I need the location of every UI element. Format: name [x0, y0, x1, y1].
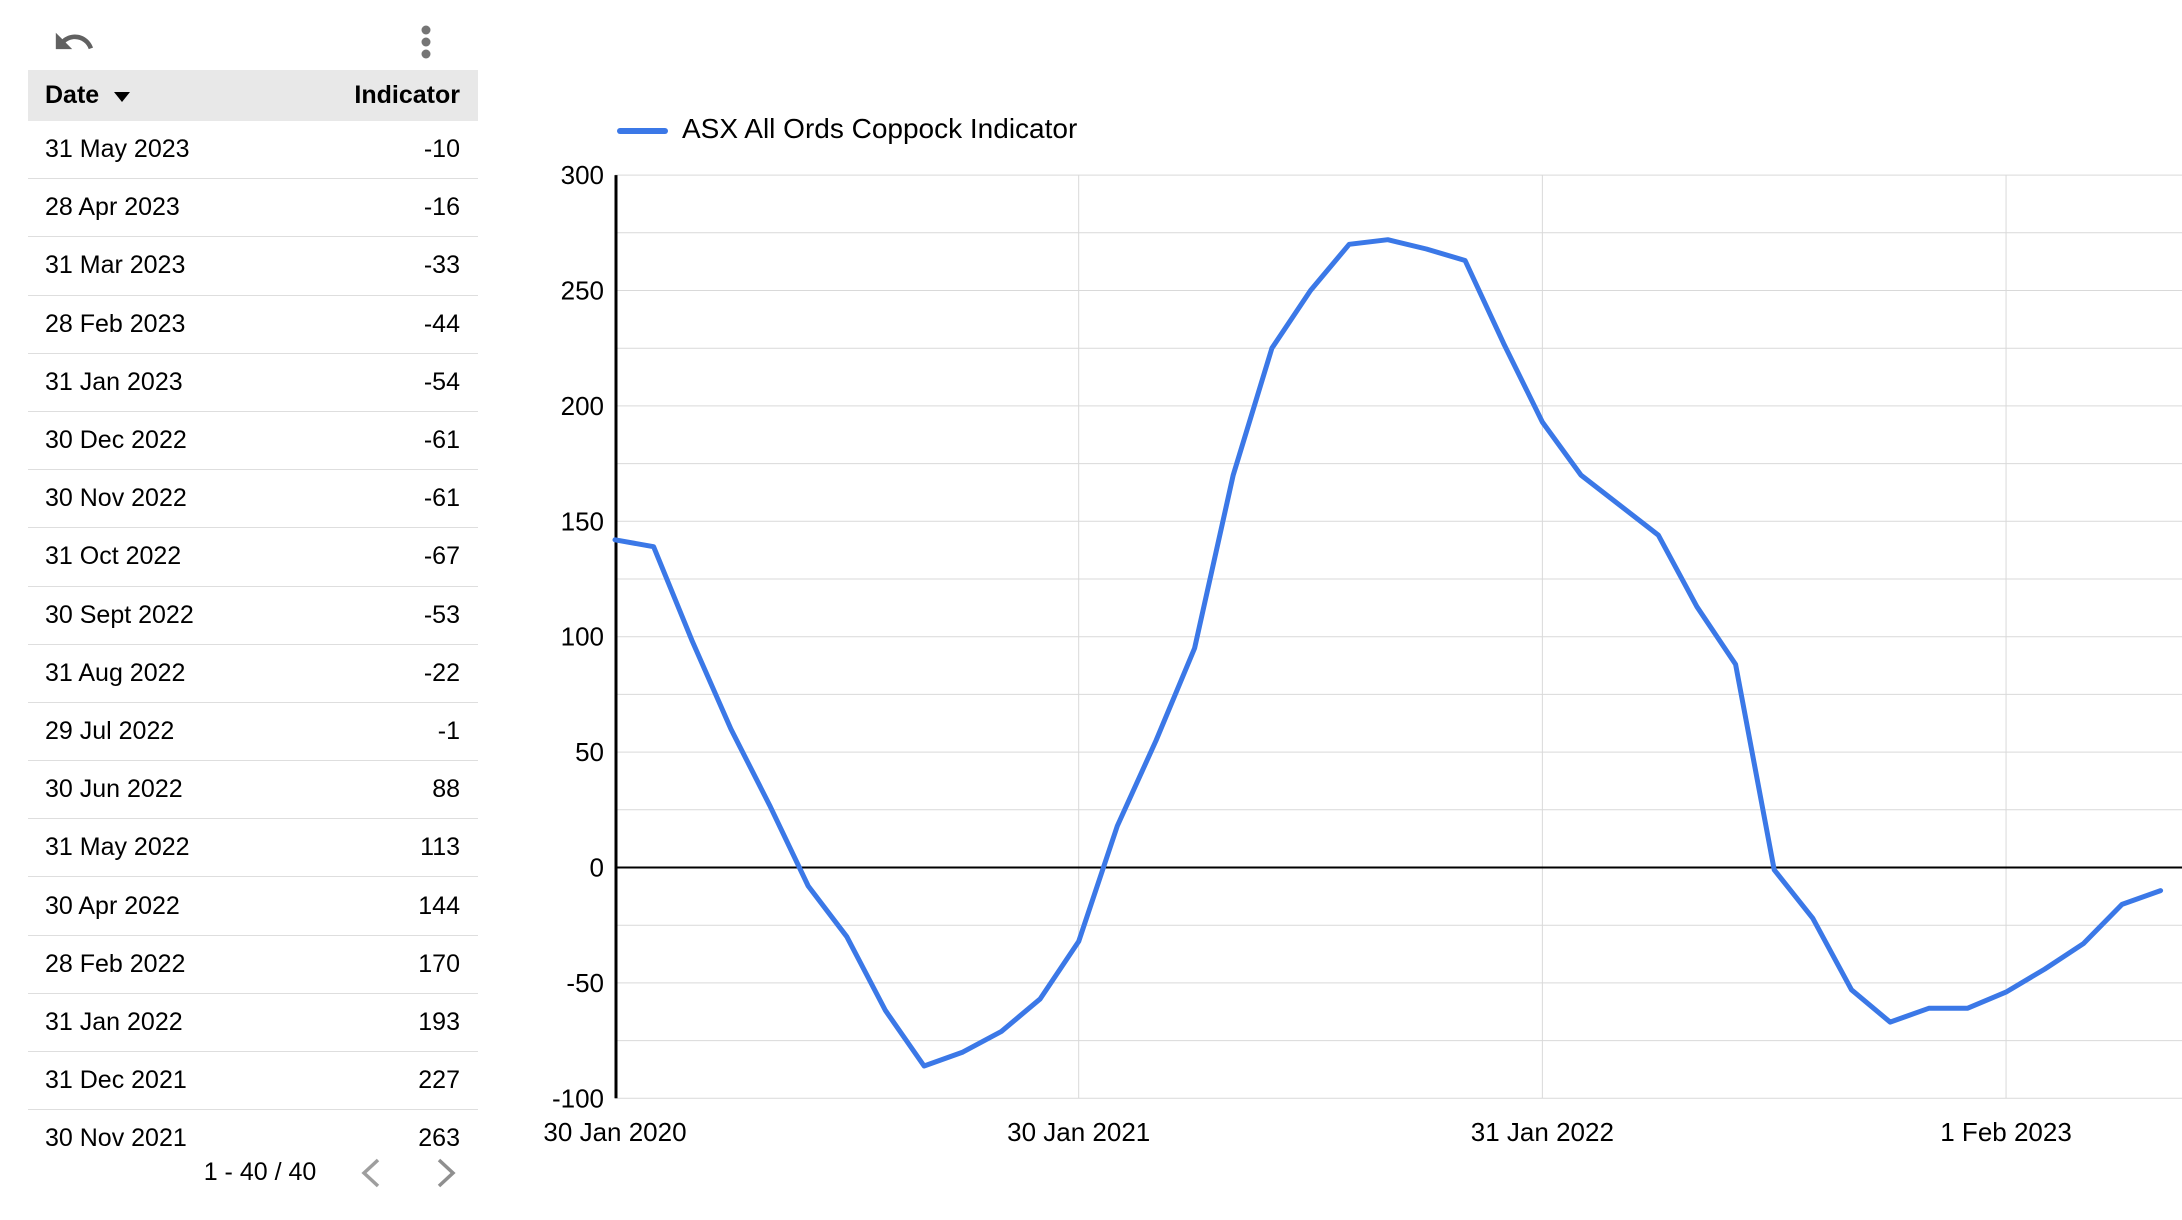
row-indicator-value: 170	[418, 949, 460, 978]
row-date: 31 Aug 2022	[45, 658, 186, 687]
row-indicator-value: 144	[418, 891, 460, 920]
y-axis-tick-label: 100	[561, 622, 604, 652]
row-date: 29 Jul 2022	[45, 716, 175, 745]
row-indicator-value: 113	[420, 833, 460, 862]
x-axis-tick-label: 31 Jan 2022	[1471, 1117, 1614, 1147]
row-indicator-value: -54	[423, 367, 460, 396]
row-date: 30 Apr 2022	[45, 891, 180, 920]
x-axis-tick-label: 30 Jan 2020	[543, 1117, 686, 1147]
table-row[interactable]: 30 Nov 2021 263	[28, 1110, 478, 1155]
row-date: 31 Oct 2022	[45, 542, 182, 571]
coppock-series-line	[612, 237, 2164, 1069]
table-row[interactable]: 30 Sept 2022 -53	[28, 586, 478, 645]
y-axis-tick-label: 250	[561, 276, 604, 306]
table-row[interactable]: 29 Jul 2022 -1	[28, 702, 478, 762]
chevron-right-icon	[437, 1158, 456, 1188]
row-indicator-value: 263	[418, 1124, 460, 1153]
table-row[interactable]: 31 Jan 2022 193	[28, 993, 478, 1052]
y-axis-tick-label: -100	[552, 1083, 604, 1113]
table-row[interactable]: 31 Oct 2022 -67	[28, 528, 478, 587]
row-indicator-value: -10	[423, 135, 460, 164]
row-date: 28 Feb 2022	[45, 949, 186, 978]
table-row[interactable]: 28 Feb 2022 170	[28, 935, 478, 994]
undo-button[interactable]	[52, 20, 96, 60]
row-date: 31 Dec 2021	[45, 1066, 187, 1095]
table-header-row: Date Indicator	[28, 70, 478, 121]
table-row[interactable]: 31 May 2022 113	[28, 819, 478, 878]
row-indicator-value: -67	[423, 542, 460, 571]
row-indicator-value: -53	[423, 600, 460, 629]
row-date: 28 Feb 2023	[45, 309, 186, 338]
row-date: 28 Apr 2023	[45, 193, 180, 222]
pagination-prev-button[interactable]	[358, 1156, 386, 1190]
row-indicator-value: -61	[423, 426, 460, 455]
y-axis-tick-label: 0	[590, 853, 604, 883]
date-column-header: Date	[45, 81, 100, 109]
kebab-menu-icon	[421, 25, 431, 59]
row-date: 30 Nov 2021	[45, 1124, 187, 1153]
pagination-next-button[interactable]	[431, 1156, 459, 1190]
row-date: 30 Dec 2022	[45, 426, 187, 455]
row-date: 30 Jun 2022	[45, 775, 183, 804]
x-axis-tick-label: 1 Feb 2023	[1940, 1117, 2072, 1147]
date-column-sort-button[interactable]: Date	[28, 81, 131, 110]
row-indicator-value: -44	[423, 309, 460, 338]
row-date: 31 Mar 2023	[45, 251, 186, 280]
legend-series-label: ASX All Ords Coppock Indicator	[682, 113, 1078, 144]
row-indicator-value: 227	[418, 1066, 460, 1095]
row-indicator-value: -1	[437, 716, 460, 745]
table-row[interactable]: 30 Nov 2022 -61	[28, 470, 478, 529]
row-date: 31 May 2022	[45, 833, 190, 862]
row-date: 30 Nov 2022	[45, 484, 187, 513]
row-indicator-value: 88	[432, 775, 460, 804]
y-axis-tick-label: 300	[561, 160, 604, 190]
row-indicator-value: -33	[423, 251, 460, 280]
x-axis-tick-label: 30 Jan 2021	[1007, 1117, 1150, 1147]
row-indicator-value: -61	[423, 484, 460, 513]
row-indicator-value: -16	[423, 193, 460, 222]
row-date: 30 Sept 2022	[45, 600, 194, 629]
table-row[interactable]: 31 Jan 2023 -54	[28, 353, 478, 412]
table-row[interactable]: 31 May 2023 -10	[28, 121, 478, 180]
row-date: 31 Jan 2023	[45, 367, 183, 396]
y-axis-tick-label: -50	[566, 968, 604, 998]
table-row[interactable]: 31 Aug 2022 -22	[28, 644, 478, 703]
row-date: 31 May 2023	[45, 135, 190, 164]
undo-icon	[55, 32, 94, 50]
table-row[interactable]: 30 Dec 2022 -61	[28, 411, 478, 471]
table-row[interactable]: 30 Apr 2022 144	[28, 877, 478, 936]
sort-desc-triangle-icon	[114, 92, 131, 102]
y-axis-tick-label: 200	[561, 391, 604, 421]
table-row[interactable]: 31 Dec 2021 227	[28, 1052, 478, 1111]
table-body: 31 May 2023 -10 28 Apr 2023 -16 31 Mar 2023 -…	[28, 121, 478, 1155]
table-row[interactable]: 28 Feb 2023 -44	[28, 295, 478, 354]
table-row[interactable]: 31 Mar 2023 -33	[28, 237, 478, 296]
y-axis-tick-label: 150	[561, 506, 604, 536]
y-axis-tick-label: 50	[575, 737, 604, 767]
more-options-button[interactable]	[412, 20, 440, 64]
row-indicator-value: 193	[418, 1007, 460, 1036]
row-indicator-value: -22	[423, 658, 460, 687]
legend-line-swatch	[617, 128, 668, 134]
table-row[interactable]: 28 Apr 2023 -16	[28, 179, 478, 238]
indicator-column-header: Indicator	[354, 81, 460, 109]
row-date: 31 Jan 2022	[45, 1007, 183, 1036]
pagination-range-label: 1 - 40 / 40	[203, 1158, 317, 1186]
table-row[interactable]: 30 Jun 2022 88	[28, 761, 478, 820]
chevron-left-icon	[361, 1158, 380, 1188]
